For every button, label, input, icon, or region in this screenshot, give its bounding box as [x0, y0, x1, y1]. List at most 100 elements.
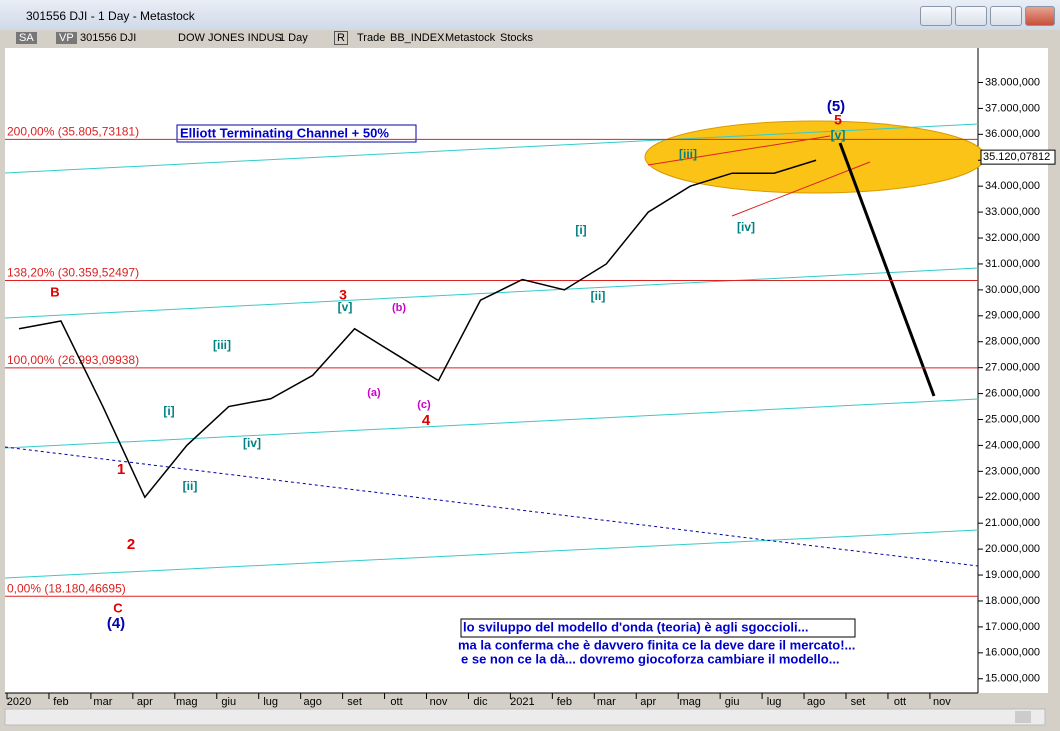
note: e se non ce la dà... dovremo giocoforza …: [461, 651, 840, 666]
level-label: 200,00% (35.805,73181): [7, 125, 139, 139]
wave-label: [ii]: [591, 289, 606, 303]
x-tick-label: ago: [303, 696, 321, 708]
y-tick-label: 23.000,000: [985, 465, 1040, 477]
channel-title-box: [176, 124, 417, 143]
x-tick-label: mar: [93, 696, 112, 708]
y-tick-label: 18.000,000: [985, 595, 1040, 607]
wave-label: C: [113, 600, 123, 615]
last-price-box: [980, 149, 1056, 165]
y-tick-label: 21.000,000: [985, 517, 1040, 529]
x-tick-label: set: [347, 696, 362, 708]
channel-line: [4, 123, 979, 174]
toolbar: SA VP 301556 DJI DOW JONES INDUS 1 Day R…: [0, 30, 1060, 48]
x-tick-label: giu: [221, 696, 236, 708]
y-tick-label: 15.000,000: [985, 673, 1040, 685]
y-tick-label: 34.000,000: [985, 180, 1040, 192]
y-tick-label: 32.000,000: [985, 232, 1040, 244]
wave-label: (5): [827, 98, 845, 115]
level-label: 138,20% (30.359,52497): [7, 266, 139, 280]
y-tick-label: 16.000,000: [985, 647, 1040, 659]
wave-label: [v]: [338, 300, 353, 314]
y-tick-label: 30.000,000: [985, 284, 1040, 296]
maximize-button[interactable]: [990, 6, 1022, 26]
toolbar-item[interactable]: Metastock: [445, 32, 496, 44]
x-tick-label: nov: [430, 696, 448, 708]
wave-label: B: [50, 284, 59, 299]
y-tick-label: 24.000,000: [985, 439, 1040, 451]
level-label: 100,00% (26.993,09938): [7, 353, 139, 367]
toolbar-item[interactable]: R: [334, 31, 348, 45]
wave-label: 3: [339, 287, 347, 303]
wave-label: [iv]: [737, 220, 755, 234]
x-tick-label: ott: [894, 696, 906, 708]
note: lo sviluppo del modello d'onda (teoria) …: [463, 619, 808, 634]
y-tick-label: 26.000,000: [985, 387, 1040, 399]
y-tick-label: 27.000,000: [985, 362, 1040, 374]
x-tick-label: 2020: [7, 696, 31, 708]
channel-line: [4, 529, 979, 579]
title-bar: 301556 DJI - 1 Day - Metastock: [0, 0, 1060, 30]
level-label: 0,00% (18.180,46695): [7, 581, 126, 595]
wave-label: [v]: [831, 128, 846, 142]
wave-label: 2: [127, 536, 135, 553]
y-tick-label: 36.000,000: [985, 128, 1040, 140]
note: ma la conferma che è davvero finita ce l…: [458, 637, 855, 652]
y-tick-label: 38.000,000: [985, 76, 1040, 88]
x-tick-label: mag: [176, 696, 197, 708]
scrollbar[interactable]: [4, 708, 1046, 726]
x-tick-label: mar: [597, 696, 616, 708]
toolbar-item[interactable]: DOW JONES INDUS: [178, 32, 282, 44]
x-tick-label: feb: [557, 696, 572, 708]
y-tick-label: 33.000,000: [985, 206, 1040, 218]
close-button[interactable]: [1025, 6, 1055, 26]
x-tick-label: ago: [807, 696, 825, 708]
x-tick-label: nov: [933, 696, 951, 708]
trend-line: [4, 446, 979, 567]
scroll-thumb[interactable]: [1015, 711, 1031, 723]
x-tick-label: dic: [473, 696, 488, 708]
wave-label: [i]: [163, 404, 174, 418]
wedge-line: [647, 135, 831, 166]
channel-line: [4, 267, 979, 319]
wave-label: 4: [422, 412, 431, 429]
note-box: [460, 618, 856, 638]
wave-label: [iii]: [213, 338, 231, 352]
channel-title: Elliott Terminating Channel + 50%: [180, 125, 389, 140]
price-line: [18, 159, 817, 499]
x-tick-label: lug: [767, 696, 782, 708]
x-tick-label: 2021: [510, 696, 534, 708]
toolbar-item[interactable]: 301556 DJI: [80, 32, 137, 44]
window-title: 301556 DJI - 1 Day - Metastock: [26, 9, 195, 23]
wave-label: 5: [834, 112, 842, 128]
wave-label: [ii]: [183, 479, 198, 493]
wedge-line: [731, 161, 871, 217]
y-tick-label: 28.000,000: [985, 336, 1040, 348]
x-tick-label: giu: [725, 696, 740, 708]
x-tick-label: mag: [679, 696, 700, 708]
forecast-arrow: [838, 142, 936, 397]
restore-button[interactable]: [920, 6, 952, 26]
wave-label: [iii]: [679, 147, 697, 161]
x-tick-label: apr: [137, 696, 153, 708]
toolbar-item[interactable]: 1 Day: [279, 32, 308, 44]
y-tick-label: 25.000,000: [985, 413, 1040, 425]
x-tick-label: feb: [53, 696, 68, 708]
x-tick-label: apr: [640, 696, 656, 708]
wave-label: (c): [417, 399, 431, 411]
toolbar-item[interactable]: Stocks: [500, 32, 534, 44]
x-tick-label: lug: [263, 696, 278, 708]
y-tick-label: 19.000,000: [985, 569, 1040, 581]
y-tick-label: 37.000,000: [985, 102, 1040, 114]
wave-label: 1: [117, 461, 125, 478]
y-tick-label: 29.000,000: [985, 310, 1040, 322]
toolbar-item[interactable]: VP: [56, 32, 77, 44]
x-tick-label: ott: [390, 696, 402, 708]
toolbar-item[interactable]: Trade: [357, 32, 386, 44]
y-tick-label: 22.000,000: [985, 491, 1040, 503]
y-tick-label: 20.000,000: [985, 543, 1040, 555]
toolbar-item[interactable]: BB_INDEX: [390, 32, 445, 44]
toolbar-item[interactable]: SA: [16, 32, 37, 44]
wave-label: [i]: [575, 223, 586, 237]
minimize-button[interactable]: [955, 6, 987, 26]
